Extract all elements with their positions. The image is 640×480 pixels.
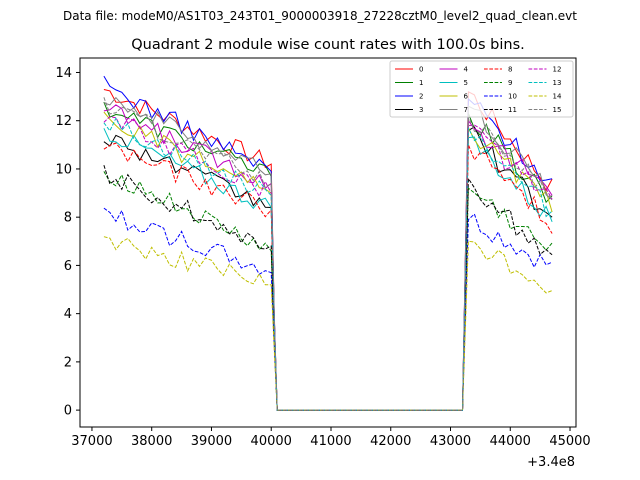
series-line-9 (103, 171, 553, 411)
legend-label: 0 (419, 66, 423, 74)
y-tick-label: 0 (64, 404, 72, 419)
x-tick-label: 38000 (131, 434, 172, 449)
series-line-15 (103, 97, 553, 411)
series-line-4 (103, 104, 553, 411)
x-tick-label: 42000 (370, 434, 411, 449)
y-tick-label: 8 (64, 211, 72, 226)
legend-label: 15 (553, 106, 562, 114)
legend-label: 2 (419, 93, 423, 101)
legend-label: 8 (508, 66, 512, 74)
y-tick-label: 10 (55, 162, 72, 177)
x-axis: 37000 38000 39000 40000 41000 42000 43000 44000… (71, 427, 591, 449)
x-tick-label: 37000 (71, 434, 112, 449)
legend-label: 9 (508, 79, 512, 87)
x-tick-label: 39000 (191, 434, 232, 449)
plot-lines (103, 75, 553, 411)
legend-label: 12 (553, 66, 562, 74)
y-tick-label: 12 (55, 114, 72, 129)
legend-label: 13 (553, 79, 562, 87)
legend-label: 1 (419, 79, 423, 87)
series-line-6 (103, 111, 553, 411)
x-tick-label: 45000 (549, 434, 590, 449)
y-tick-label: 2 (64, 355, 72, 370)
y-tick-label: 4 (64, 307, 72, 322)
legend-label: 6 (464, 93, 469, 101)
y-axis: 0 2 4 6 8 10 12 14 (55, 66, 80, 419)
x-tick-label: 44000 (490, 434, 531, 449)
series-line-10 (103, 207, 553, 411)
chart-title: Quadrant 2 module wise count rates with … (131, 37, 525, 53)
y-tick-label: 14 (55, 66, 72, 81)
legend-label: 11 (508, 106, 517, 114)
legend-box (389, 60, 574, 118)
y-tick-label: 6 (64, 259, 72, 274)
plot-frame (79, 57, 577, 428)
legend-label: 3 (419, 106, 423, 114)
legend-label: 4 (464, 66, 469, 74)
series-line-5 (103, 128, 553, 411)
x-tick-label: 40000 (251, 434, 292, 449)
x-tick-label: 41000 (310, 434, 351, 449)
legend-label: 7 (464, 106, 468, 114)
series-line-14 (103, 236, 553, 411)
series-line-0 (103, 89, 553, 411)
series-line-11 (103, 165, 553, 411)
series-line-13 (103, 117, 553, 411)
x-tick-label: 43000 (430, 434, 471, 449)
series-line-7 (103, 96, 553, 411)
x-offset-label: +3.4e8 (527, 455, 575, 470)
legend-label: 10 (508, 93, 517, 101)
series-line-2 (103, 75, 553, 411)
series-line-3 (103, 126, 553, 411)
series-line-1 (103, 101, 553, 411)
data-file-header: Data file: modeM0/AS1T03_243T01_90000039… (63, 9, 577, 23)
series-line-8 (103, 142, 553, 411)
legend-label: 5 (464, 79, 468, 87)
legend-label: 14 (553, 93, 562, 101)
